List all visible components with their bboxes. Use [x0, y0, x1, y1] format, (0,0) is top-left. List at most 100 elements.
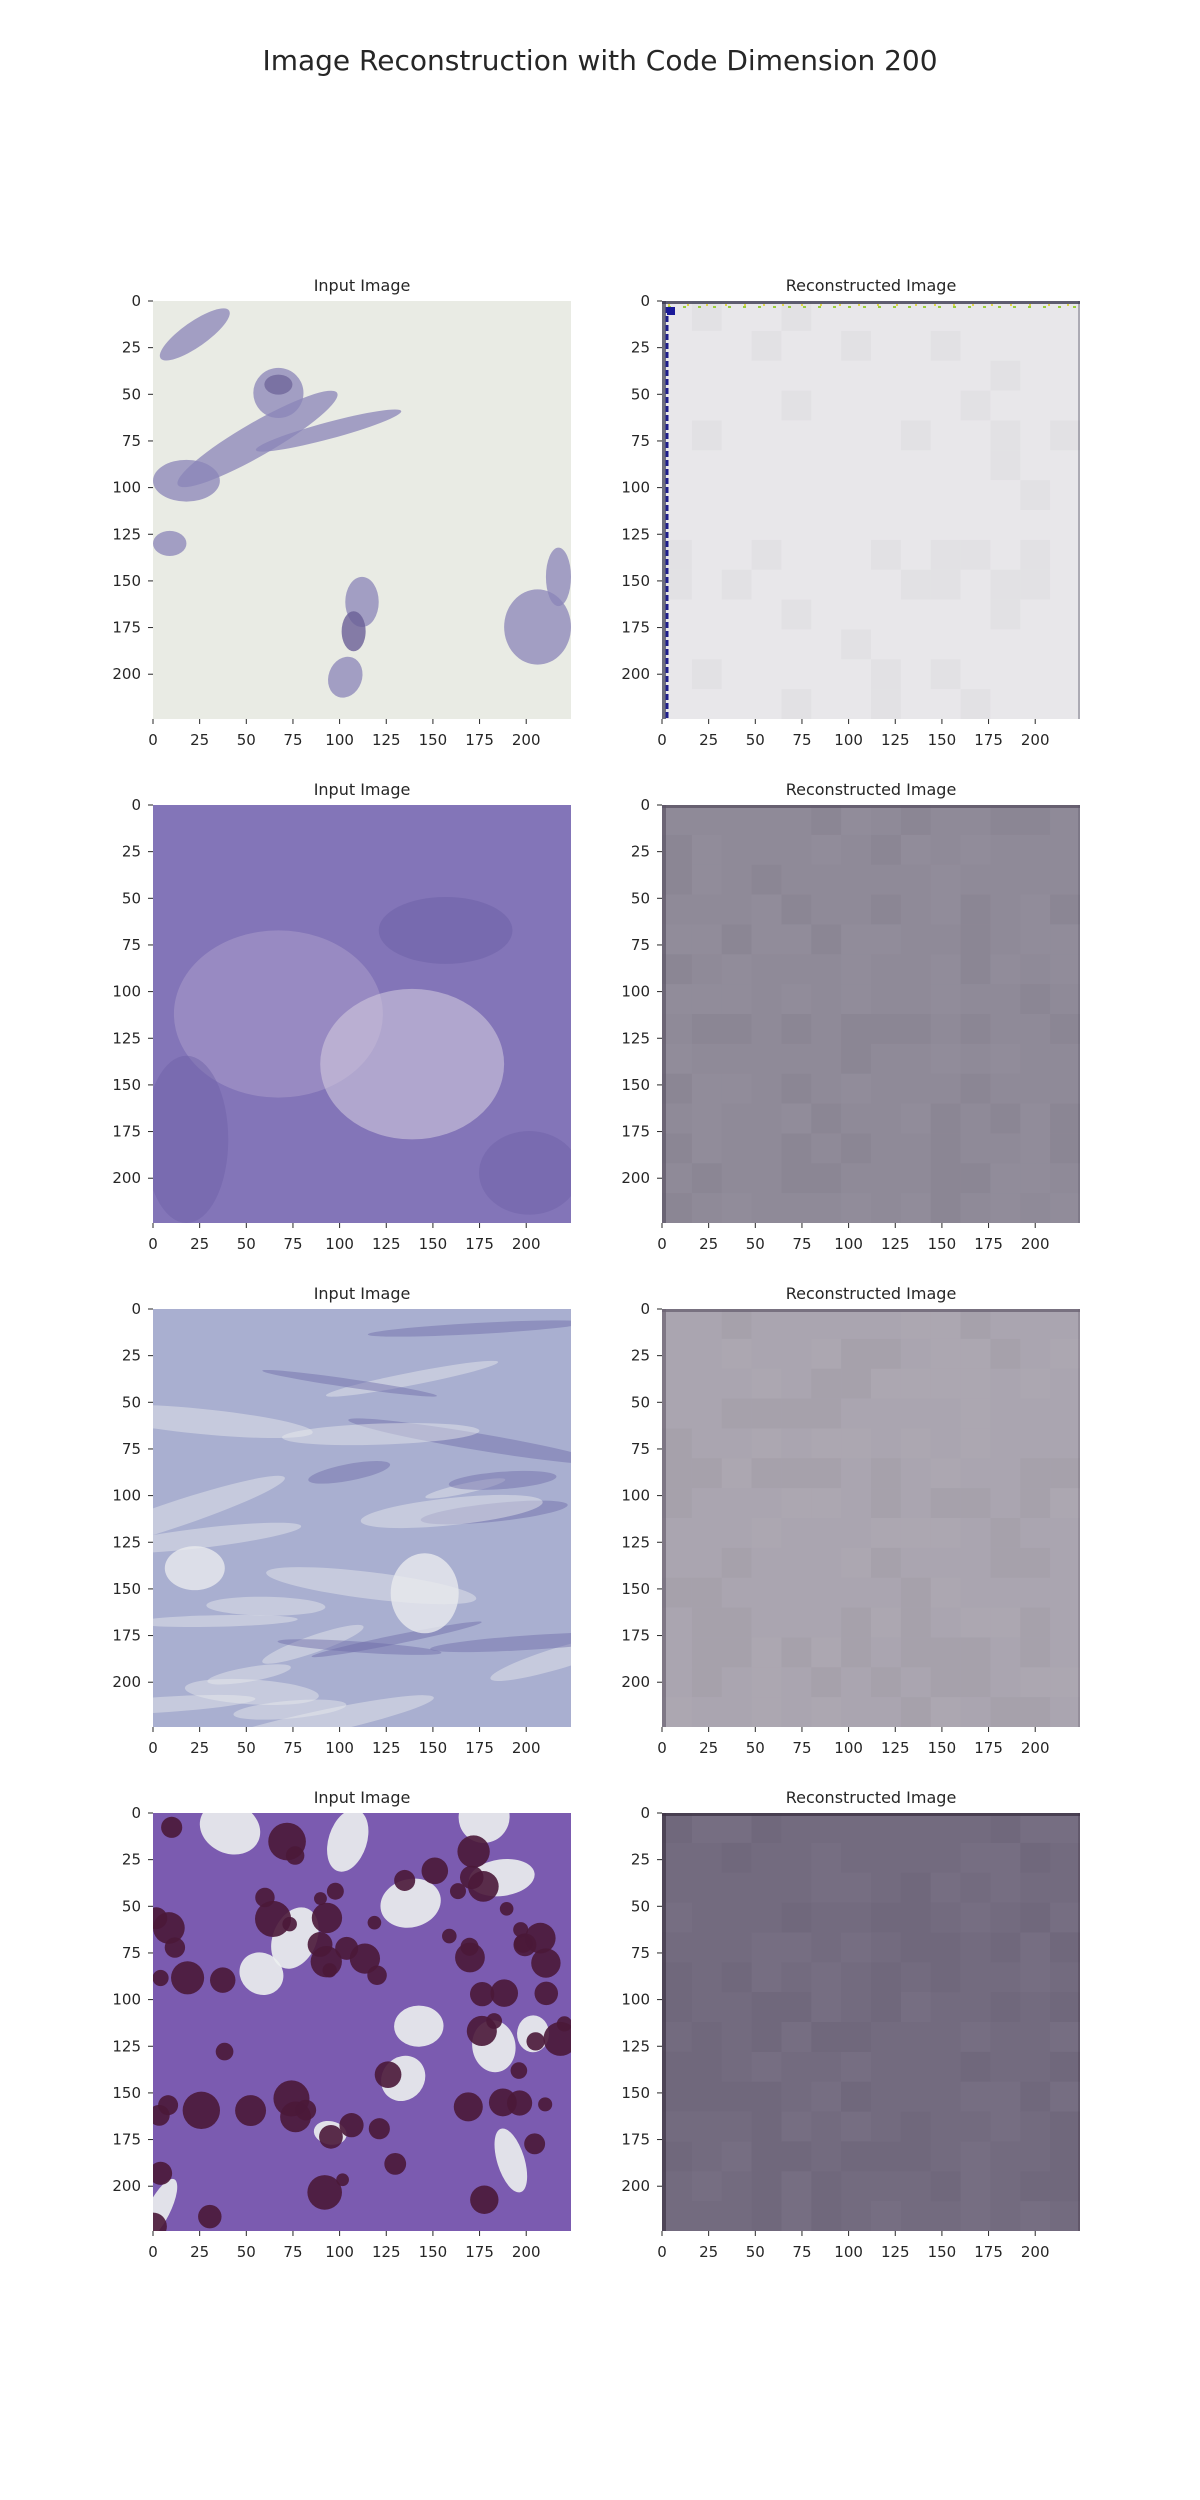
texture-block [781, 2171, 811, 2201]
x-tick-label: 50 [237, 2243, 256, 2261]
y-tick-label: 175 [112, 1123, 141, 1141]
texture-block [722, 1193, 752, 1223]
texture-block [961, 954, 991, 984]
texture-block [931, 1458, 961, 1488]
y-tick-label: 50 [631, 889, 650, 907]
y-tick-label: 150 [112, 1580, 141, 1598]
x-tick-label: 125 [372, 2243, 401, 2261]
y-tick-label: 25 [122, 1851, 141, 1869]
texture-block [990, 2082, 1020, 2112]
texture-block [781, 2112, 811, 2142]
texture-block [692, 420, 722, 450]
y-tick-label: 125 [112, 1029, 141, 1047]
texture-block [871, 2201, 901, 2231]
y-tick-label: 200 [621, 1673, 650, 1691]
nucleus [171, 1961, 205, 1995]
texture-block [931, 391, 961, 421]
texture-block [752, 1697, 782, 1727]
texture-block [901, 1697, 931, 1727]
texture-block [841, 1014, 871, 1044]
input-image-panel-row-4: Input Image 0 25 50 75 100 125 150 175 200 0 25 50 75… [112, 1788, 571, 2261]
texture-block [871, 1608, 901, 1638]
texture-block [931, 954, 961, 984]
y-tick-label: 200 [621, 2177, 650, 2195]
texture-block [961, 1667, 991, 1697]
fiber-streak [420, 1500, 568, 1525]
texture-block [841, 629, 871, 659]
texture-block [871, 835, 901, 865]
texture-block [1020, 1667, 1050, 1697]
y-tick-label: 75 [631, 432, 650, 450]
texture-block [692, 2022, 722, 2052]
fiber-streak [153, 1614, 298, 1628]
texture-block [901, 1104, 931, 1134]
texture-block [841, 2082, 871, 2112]
texture-block [722, 1813, 752, 1843]
x-tick-label: 75 [792, 2243, 811, 2261]
texture-block [752, 600, 782, 630]
y-tick-label: 0 [131, 1300, 141, 1318]
texture-block [1050, 895, 1080, 925]
x-tick-label: 125 [881, 2243, 910, 2261]
x-tick-label: 25 [190, 1235, 209, 1253]
nucleus [209, 1967, 236, 1993]
texture-block [781, 2141, 811, 2171]
texture-block [1050, 1992, 1080, 2022]
texture-block [722, 1608, 752, 1638]
texture-block [692, 1578, 722, 1608]
texture-block [811, 1458, 841, 1488]
nucleus [215, 2042, 234, 2061]
texture-block [722, 629, 752, 659]
texture-block [841, 2112, 871, 2142]
nucleus [314, 1892, 327, 1905]
panel-title: Input Image [314, 780, 411, 799]
fiber-streak [308, 1460, 391, 1484]
x-tick-label: 50 [237, 1739, 256, 1757]
texture-block [781, 1014, 811, 1044]
texture-block [1050, 1667, 1080, 1697]
texture-block [871, 1518, 901, 1548]
stain-region [378, 896, 513, 964]
texture-block [811, 1488, 841, 1518]
texture-block [901, 1193, 931, 1223]
x-tick-label: 50 [746, 731, 765, 749]
texture-block [871, 924, 901, 954]
texture-block [1050, 2112, 1080, 2142]
texture-block [901, 420, 931, 450]
texture-block [722, 2141, 752, 2171]
texture-block [662, 924, 692, 954]
y-tick-label: 25 [122, 843, 141, 861]
texture-block [1020, 301, 1050, 331]
texture-block [692, 480, 722, 510]
texture-block [990, 954, 1020, 984]
texture-block [662, 1428, 692, 1458]
x-tick-label: 175 [974, 731, 1003, 749]
fiber-streak [348, 1418, 571, 1464]
y-tick-label: 200 [112, 1673, 141, 1691]
texture-block [1050, 2052, 1080, 2082]
texture-block [931, 1667, 961, 1697]
x-tick-label: 75 [792, 731, 811, 749]
texture-block [1020, 1637, 1050, 1667]
fiber-streak [367, 1320, 571, 1337]
y-tick-label: 0 [131, 796, 141, 814]
nucleus [499, 1901, 514, 1916]
texture-block [901, 1932, 931, 1962]
texture-block [781, 1992, 811, 2022]
x-tick-label: 150 [928, 731, 957, 749]
texture-block [931, 1133, 961, 1163]
texture-block [990, 1873, 1020, 1903]
nucleus [421, 1857, 449, 1885]
texture-block [1050, 2082, 1080, 2112]
texture-block [811, 1667, 841, 1697]
x-tick-label: 0 [148, 1739, 158, 1757]
texture-block [931, 1339, 961, 1369]
texture-block [961, 1309, 991, 1339]
texture-block [931, 1193, 961, 1223]
nucleus [310, 1946, 342, 1978]
x-tick-label: 100 [325, 1235, 354, 1253]
texture-block [961, 1074, 991, 1104]
texture-block [752, 2171, 782, 2201]
texture-block [781, 391, 811, 421]
texture-block [1020, 1104, 1050, 1134]
